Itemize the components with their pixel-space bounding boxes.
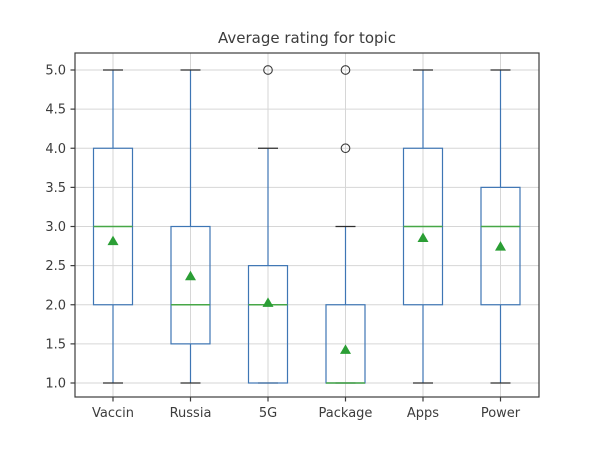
x-tick-label: Vaccin — [92, 406, 134, 421]
y-tick-label: 1.0 — [45, 377, 66, 392]
axes-border — [74, 52, 540, 398]
outlier-package — [340, 65, 351, 75]
box-5g — [247, 265, 289, 384]
outlier-5g — [263, 65, 273, 75]
x-tick-label: Package — [319, 406, 373, 421]
box-power — [480, 186, 521, 306]
mean-marker-package — [340, 344, 351, 354]
mean-marker-vaccin — [107, 235, 119, 246]
x-tick-label: Russia — [170, 406, 212, 421]
x-tick-label: Apps — [407, 406, 439, 421]
mean-marker-apps — [417, 232, 429, 242]
x-tick-label: Power — [481, 406, 521, 421]
y-tick-label: 2.0 — [45, 298, 66, 313]
y-tick-label: 5.0 — [45, 64, 66, 79]
y-tick-label: 4.0 — [45, 142, 66, 157]
outlier-package — [340, 143, 351, 154]
box-russia — [170, 225, 211, 345]
x-tick-label: 5G — [259, 406, 277, 421]
mean-marker-power — [495, 241, 506, 251]
y-tick-label: 4.5 — [45, 103, 66, 118]
y-tick-label: 2.5 — [45, 259, 66, 274]
y-tick-label: 3.5 — [45, 181, 66, 196]
mean-marker-russia — [185, 270, 196, 281]
y-tick-label: 1.5 — [45, 337, 66, 352]
y-tick-label: 3.0 — [45, 220, 66, 235]
chart-title: Average rating for topic — [218, 29, 396, 47]
mean-marker-5g — [262, 297, 274, 307]
